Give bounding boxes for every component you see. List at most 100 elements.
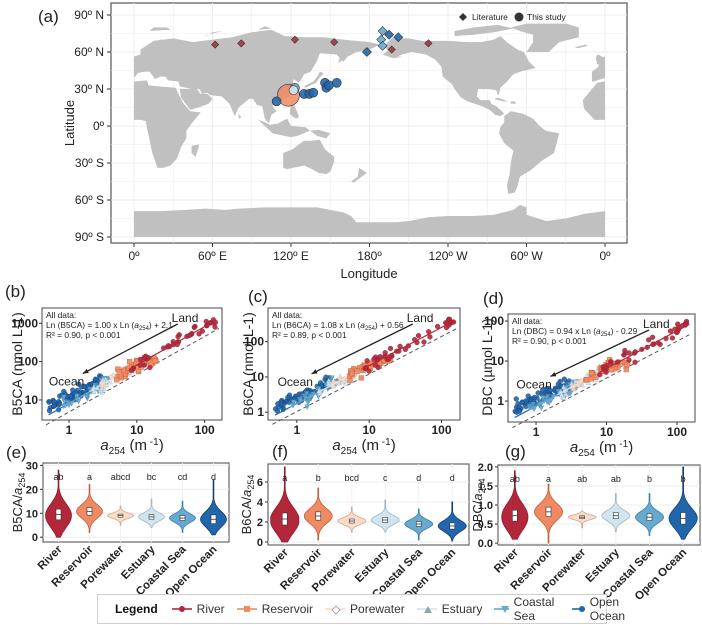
scatter-panel-d: 1 10 100 1 10 100 a254 (m -1) DBC (µmol L-1) Lan… bbox=[479, 313, 696, 459]
data-point bbox=[667, 328, 674, 334]
arrow-label-ocean: Ocean bbox=[278, 375, 313, 389]
y-axis-label: B5CA (nmol L-1) bbox=[9, 312, 25, 415]
legend-title: Legend bbox=[115, 602, 158, 616]
data-point bbox=[669, 335, 676, 341]
landmass-arabia bbox=[179, 89, 213, 110]
land-ocean-arrow bbox=[311, 323, 414, 375]
land-ocean-arrow bbox=[550, 329, 650, 378]
data-point bbox=[278, 401, 285, 407]
landmass-alaskapen bbox=[382, 54, 403, 59]
group-fit-line bbox=[361, 320, 455, 370]
significance-letter: b bbox=[647, 474, 652, 484]
y-tick-label: 0 bbox=[257, 537, 263, 549]
significance-letter: cd bbox=[178, 472, 188, 482]
violin-porewater bbox=[567, 510, 597, 529]
data-point bbox=[560, 383, 567, 390]
panel-label-d: (d) bbox=[483, 289, 504, 308]
data-point bbox=[588, 370, 595, 376]
legend-item-coastal-sea: Coastal Sea bbox=[494, 595, 560, 623]
data-point bbox=[138, 357, 144, 363]
data-point bbox=[127, 359, 133, 365]
data-point bbox=[603, 369, 609, 375]
y-axis-label: B6CA (nmol L-1) bbox=[240, 312, 256, 415]
fit-annotation-line: Ln (B6CA) = 1.08 x Ln (a254) + 0.56 bbox=[272, 320, 404, 332]
data-point bbox=[81, 383, 87, 389]
map-ytick-label: 0º bbox=[93, 119, 105, 133]
violin-open-ocean bbox=[668, 466, 698, 540]
data-point bbox=[387, 345, 394, 352]
significance-letter: ab bbox=[510, 474, 520, 484]
significance-letter: d bbox=[416, 473, 421, 483]
data-point bbox=[519, 400, 525, 406]
data-point bbox=[304, 404, 310, 410]
fit-annotation-line: Ln (B5CA) = 1.00 x Ln (a254) + 2.1 bbox=[46, 320, 173, 332]
map-point-literature bbox=[387, 45, 396, 54]
map-point-literature bbox=[393, 32, 404, 43]
x-tick-label: 100 bbox=[195, 423, 215, 437]
map-legend-diamond-icon bbox=[459, 13, 467, 21]
y-tick-label: 1.0 bbox=[478, 500, 493, 512]
data-point bbox=[323, 374, 329, 380]
map-ylabel: Latitude bbox=[62, 100, 77, 146]
legend-key-reservoir bbox=[236, 604, 257, 614]
panel-label-c: (c) bbox=[248, 287, 268, 306]
map-legend-this-study: This study bbox=[527, 12, 566, 22]
panel-label-g: (g) bbox=[505, 442, 526, 461]
land-masses bbox=[134, 23, 605, 237]
data-point bbox=[306, 398, 312, 404]
data-point bbox=[141, 362, 147, 368]
land-ocean-arrow bbox=[82, 323, 178, 375]
violin-open-ocean bbox=[200, 479, 227, 536]
y-tick-label: 10 bbox=[25, 393, 39, 407]
map-xtick-label: 120º E bbox=[273, 249, 309, 263]
y-axis-label: DBC (µmol L-1) bbox=[479, 318, 495, 416]
data-point bbox=[375, 364, 381, 370]
data-point bbox=[98, 380, 105, 386]
landmass-nz bbox=[351, 167, 367, 183]
data-point bbox=[191, 324, 197, 331]
y-tick-label: 2 bbox=[257, 517, 263, 529]
significance-letter: ab bbox=[53, 472, 63, 482]
data-point bbox=[626, 357, 632, 363]
map-ytick-label: 60º S bbox=[75, 193, 104, 207]
y-tick-label: 0 bbox=[32, 532, 38, 544]
map-panel: 90º N 60º N 30º N 0º 30º S 60º S 90º S 0º 60º E 1… bbox=[62, 2, 628, 281]
x-tick-label: 10 bbox=[130, 423, 144, 437]
y-tick-label: 0.0 bbox=[478, 538, 493, 550]
landmass-hispaniola bbox=[510, 101, 517, 104]
data-point bbox=[597, 371, 603, 378]
y-tick-label: 10 bbox=[491, 354, 505, 368]
data-point bbox=[575, 379, 581, 385]
data-point bbox=[646, 337, 652, 343]
data-point bbox=[567, 390, 574, 397]
legend-label-coastal-sea: Coastal Sea bbox=[513, 595, 555, 623]
landmass-philippines bbox=[289, 103, 299, 119]
data-point bbox=[540, 395, 547, 402]
fit-annotation-line: R² = 0.89, p < 0.001 bbox=[272, 330, 347, 340]
data-point bbox=[531, 394, 537, 401]
landmass-cuba bbox=[493, 97, 509, 102]
landmass-japan bbox=[304, 71, 324, 88]
data-point bbox=[46, 399, 52, 405]
data-point bbox=[61, 394, 67, 400]
data-point bbox=[675, 321, 681, 327]
panel-label-a: (a) bbox=[38, 7, 59, 26]
landmass-svalbard bbox=[149, 27, 171, 32]
legend-label-estuary: Estuary bbox=[441, 602, 483, 616]
data-point bbox=[366, 368, 372, 374]
data-point bbox=[199, 328, 205, 334]
significance-letter: ab bbox=[611, 474, 621, 484]
legend-item-porewater: Porewater bbox=[325, 602, 405, 616]
legend-item-estuary: Estuary bbox=[416, 602, 483, 616]
data-point bbox=[61, 388, 67, 395]
data-point bbox=[561, 394, 567, 401]
group-fit-line bbox=[599, 323, 690, 373]
panel-label-e: (e) bbox=[6, 443, 27, 462]
map-point-literature bbox=[377, 26, 388, 36]
map-point-this-study bbox=[308, 87, 319, 98]
map-xtick-label: 0º bbox=[128, 249, 140, 263]
landmass-scandinavia bbox=[140, 39, 174, 57]
scatter-panel-c: 1 10 100 1 10 100 a254 (m -1) B6CA (nmol L-1) La… bbox=[240, 307, 461, 457]
